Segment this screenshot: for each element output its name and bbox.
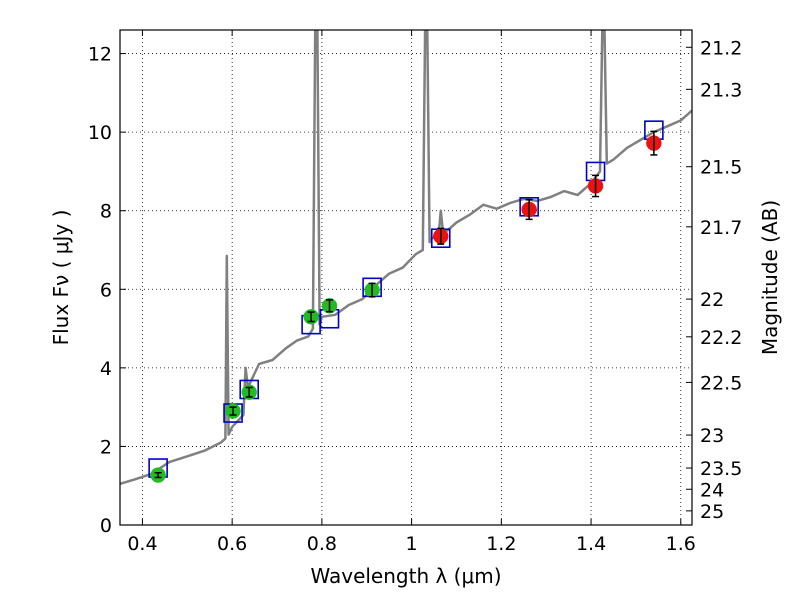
plot-data-group xyxy=(120,30,692,485)
spectrum-line xyxy=(120,30,692,485)
mag-tick-label-10: 25 xyxy=(700,501,724,523)
mag-tick-label-5: 22.2 xyxy=(700,327,742,349)
x-tick-label-1: 0.6 xyxy=(217,533,247,555)
x-tick-label-2: 0.8 xyxy=(307,533,337,555)
x-tick-label-4: 1.2 xyxy=(486,533,516,555)
y-tick-label-0: 0 xyxy=(100,515,112,537)
x-tick-label-0: 0.4 xyxy=(127,533,157,555)
y-tick-label-1: 2 xyxy=(100,436,112,458)
y-tick-label-5: 10 xyxy=(88,122,112,144)
y-tick-label-2: 4 xyxy=(100,358,112,380)
mag-tick-label-1: 21.3 xyxy=(700,79,742,101)
mag-tick-label-4: 22 xyxy=(700,289,724,311)
mag-tick-label-3: 21.7 xyxy=(700,217,742,239)
y-axis-right-label: Magnitude (AB) xyxy=(758,200,782,355)
mag-tick-label-8: 23.5 xyxy=(700,458,742,480)
x-tick-label-5: 1.4 xyxy=(576,533,606,555)
plot-frame xyxy=(119,29,693,526)
mag-tick-label-6: 22.5 xyxy=(700,372,742,394)
y-tick-label-6: 12 xyxy=(88,44,112,66)
mag-tick-label-2: 21.5 xyxy=(700,157,742,179)
x-axis-label: Wavelength λ (μm) xyxy=(310,564,501,588)
mag-tick-label-0: 21.2 xyxy=(700,37,742,59)
x-tick-label-6: 1.6 xyxy=(666,533,696,555)
y-tick-label-4: 8 xyxy=(100,201,112,223)
mag-tick-label-7: 23 xyxy=(700,425,724,447)
mag-tick-label-9: 24 xyxy=(700,479,724,501)
y-axis-label: Flux Fν ( μJy ) xyxy=(49,210,73,346)
y-tick-label-3: 6 xyxy=(100,279,112,301)
x-tick-label-3: 1 xyxy=(406,533,418,555)
